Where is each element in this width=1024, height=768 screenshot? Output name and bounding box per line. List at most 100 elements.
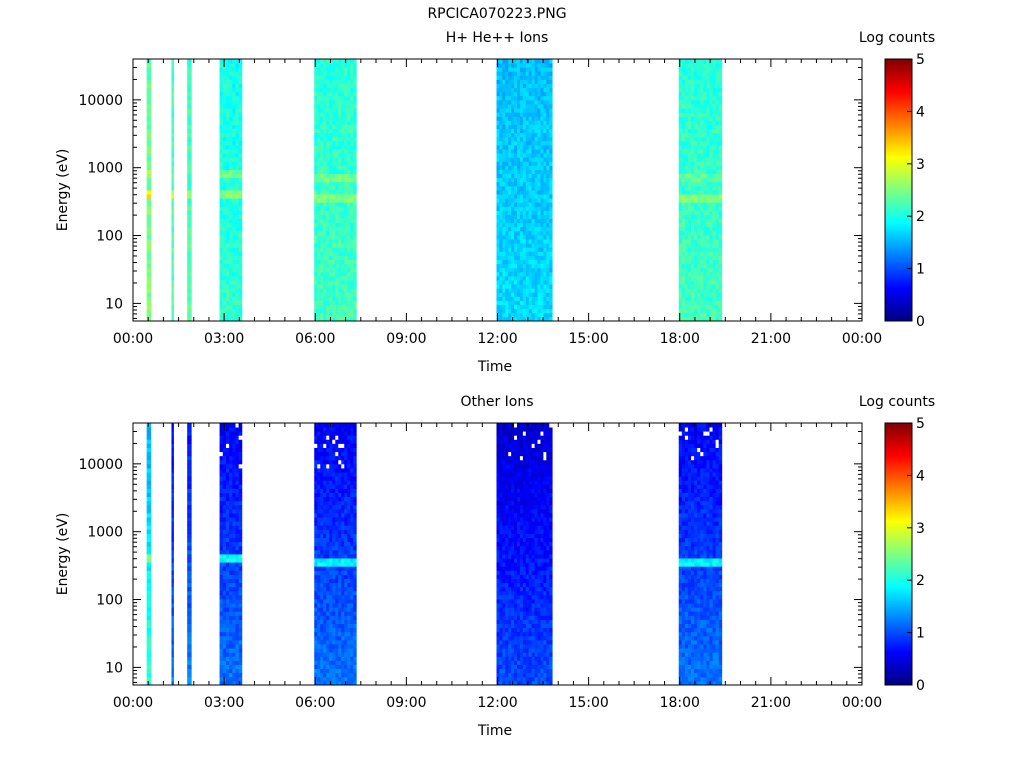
heatmap-cell [534, 230, 538, 236]
heatmap-cell [344, 545, 348, 551]
heatmap-cell [350, 59, 354, 64]
heatmap-cell [314, 104, 318, 109]
heatmap-cell [678, 243, 683, 248]
heatmap-cell [537, 275, 541, 281]
heatmap-cell [505, 161, 509, 166]
heatmap-cell [222, 230, 227, 236]
heatmap-cell [508, 275, 512, 281]
heatmap-cell [531, 316, 535, 322]
heatmap-cell [229, 222, 233, 228]
heatmap-cell [335, 190, 339, 195]
heatmap-cell [323, 594, 327, 600]
heatmap-cell [700, 165, 704, 170]
heatmap-cell [519, 144, 524, 150]
heatmap-cell [681, 79, 686, 84]
heatmap-cell [320, 590, 324, 596]
heatmap-cell [187, 95, 192, 101]
heatmap-cell [350, 190, 354, 195]
heatmap-cell [684, 108, 689, 113]
heatmap-cell [519, 230, 524, 236]
heatmap-cell [715, 116, 720, 121]
heatmap-cell [519, 116, 524, 121]
heatmap-cell [511, 181, 515, 187]
heatmap-cell [706, 202, 710, 207]
heatmap-cell [703, 190, 707, 195]
heatmap-cell [326, 656, 330, 661]
heatmap-cell [219, 594, 224, 600]
heatmap-cell [232, 574, 236, 579]
heatmap-cell [517, 218, 521, 224]
heatmap-cell [235, 541, 240, 547]
heatmap-cell [546, 124, 550, 129]
heatmap-cell [525, 161, 530, 166]
heatmap-cell [528, 259, 533, 265]
heatmap-cell [187, 554, 192, 559]
heatmap-cell [517, 124, 521, 129]
heatmap-cell [350, 173, 354, 179]
heatmap-cell [341, 300, 345, 306]
heatmap-cell [514, 296, 518, 301]
heatmap-cell [314, 63, 318, 68]
heatmap-cell [232, 255, 236, 260]
heatmap-cell [235, 153, 240, 158]
heatmap-cell [219, 312, 224, 318]
heatmap-cell [187, 202, 192, 207]
heatmap-cell [341, 194, 345, 199]
heatmap-cell [225, 517, 230, 522]
heatmap-cell [703, 83, 707, 89]
heatmap-cell [314, 554, 318, 559]
heatmap-cell [222, 259, 227, 265]
heatmap-cell [534, 116, 538, 121]
heatmap-cell [712, 316, 717, 322]
heatmap-cell [514, 292, 518, 297]
heatmap-cell [502, 153, 506, 158]
heatmap-cell [229, 631, 233, 637]
heatmap-cell [712, 144, 717, 150]
heatmap-cell [508, 87, 512, 93]
heatmap-cell [691, 177, 695, 183]
heatmap-cell [229, 206, 233, 211]
heatmap-cell [519, 128, 524, 134]
heatmap-cell [684, 83, 689, 89]
heatmap-cell [232, 549, 236, 555]
heatmap-cell [715, 161, 720, 166]
heatmap-cell [525, 95, 530, 101]
heatmap-cell [678, 71, 683, 76]
heatmap-cell [225, 463, 230, 469]
heatmap-cell [712, 149, 717, 154]
heatmap-cell [329, 635, 333, 641]
heatmap-cell [341, 108, 345, 113]
heatmap-cell [706, 83, 710, 89]
heatmap-cell [502, 230, 506, 236]
heatmap-cell [703, 284, 707, 289]
heatmap-cell [511, 140, 515, 146]
heatmap-cell [222, 271, 227, 277]
heatmap-cell [691, 194, 695, 199]
heatmap-cell [187, 263, 192, 269]
heatmap-cell [229, 676, 233, 682]
heatmap-cell [350, 672, 354, 678]
heatmap-cell [314, 660, 318, 665]
heatmap-cell [687, 235, 692, 240]
heatmap-cell [323, 120, 327, 125]
heatmap-cell [146, 218, 152, 224]
heatmap-cell [341, 288, 345, 293]
heatmap-cell [703, 292, 707, 297]
heatmap-cell [715, 230, 720, 236]
heatmap-cell [329, 292, 333, 297]
heatmap-cell [350, 210, 354, 215]
heatmap-cell [232, 226, 236, 232]
heatmap-cell [235, 435, 240, 440]
heatmap-cell [146, 562, 152, 567]
heatmap-cell [546, 308, 550, 314]
heatmap-cell [187, 67, 192, 72]
heatmap-cell [681, 316, 686, 322]
heatmap-cell [171, 623, 174, 629]
heatmap-cell [344, 177, 348, 183]
heatmap-cell [715, 112, 720, 117]
heatmap-cell [317, 284, 321, 289]
heatmap-cell [694, 271, 698, 277]
heatmap-cell [706, 99, 710, 105]
heatmap-cell [320, 83, 324, 89]
heatmap-cell [323, 578, 327, 584]
